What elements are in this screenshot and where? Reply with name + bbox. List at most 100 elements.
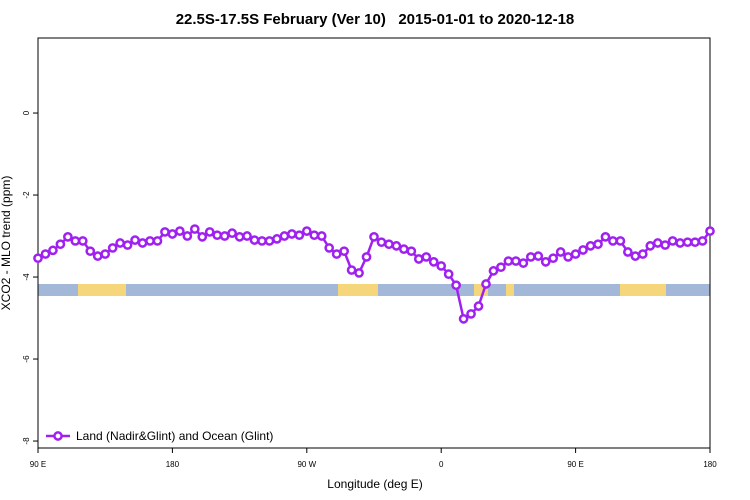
data-point (33, 253, 43, 264)
data-point (578, 245, 588, 255)
data-point (682, 237, 693, 248)
land-band (78, 284, 126, 296)
data-point (130, 235, 140, 245)
data-point (152, 236, 163, 246)
data-point (488, 266, 499, 276)
data-point (316, 231, 327, 241)
x-tick-label: 90 E (30, 460, 46, 469)
data-point (122, 240, 133, 250)
data-point (287, 229, 297, 239)
chart-title: 22.5S-17.5S February (Ver 10) 2015-01-01… (176, 11, 575, 28)
data-point (92, 251, 103, 261)
data-point (593, 239, 603, 250)
data-point (563, 252, 573, 262)
data-point (175, 226, 185, 236)
data-point (637, 249, 648, 259)
data-point (458, 314, 469, 324)
data-point (690, 237, 700, 248)
land-band (620, 284, 666, 296)
data-point (85, 246, 96, 257)
data-point (503, 256, 514, 266)
data-point (227, 228, 237, 239)
data-point (652, 238, 663, 248)
data-point (354, 268, 364, 278)
data-point (294, 230, 305, 241)
data-point (615, 236, 626, 246)
data-point (473, 301, 484, 311)
data-point (331, 249, 342, 259)
data-point (413, 254, 424, 264)
data-point (608, 236, 618, 246)
data-point (555, 247, 566, 257)
data-point (421, 252, 432, 262)
data-point (361, 252, 372, 262)
data-point (212, 230, 223, 241)
data-point (55, 239, 66, 250)
data-point (667, 236, 678, 246)
data-point (496, 262, 506, 273)
data-point (391, 241, 402, 251)
data-point (63, 232, 73, 242)
data-point (645, 241, 656, 251)
data-point (346, 265, 357, 275)
data-point (301, 226, 312, 236)
plot-frame (37, 37, 711, 449)
data-point (197, 232, 208, 242)
data-point (540, 257, 551, 267)
data-point (585, 241, 596, 251)
data-point (309, 230, 320, 241)
data-point (443, 269, 454, 280)
land-band (338, 284, 378, 296)
data-point (339, 246, 349, 257)
data-point (100, 249, 111, 259)
data-point (70, 236, 81, 246)
y-tick-label: 0 (22, 110, 31, 115)
y-tick-label: -2 (22, 191, 31, 199)
data-point (272, 234, 282, 244)
x-axis-label: Longitude (deg E) (327, 477, 422, 491)
data-point (406, 246, 417, 257)
data-point (518, 258, 529, 268)
data-point (384, 239, 394, 250)
data-point (219, 231, 230, 241)
data-point (525, 252, 536, 262)
data-point (376, 237, 387, 248)
y-tick-label: -4 (22, 273, 31, 281)
data-point (600, 232, 611, 242)
data-point (324, 243, 335, 253)
data-point (533, 251, 544, 261)
data-point (630, 251, 641, 261)
data-point (40, 249, 51, 259)
data-point (369, 232, 379, 242)
x-tick-label: 90 E (567, 460, 583, 469)
data-point (675, 238, 685, 248)
data-point (705, 226, 715, 236)
data-point (145, 236, 155, 246)
x-tick-label: 0 (439, 460, 444, 469)
y-tick-label: -8 (22, 437, 31, 445)
y-tick-label: -6 (22, 355, 31, 363)
data-point (264, 236, 275, 246)
data-point (466, 309, 476, 319)
data-point (548, 253, 559, 264)
data-point (115, 238, 125, 248)
data-point (428, 257, 439, 267)
x-tick-label: 90 W (297, 460, 316, 469)
data-point (697, 236, 708, 246)
data-point (623, 247, 633, 257)
data-point (167, 229, 178, 239)
data-point (107, 243, 118, 253)
data-point (279, 231, 290, 241)
legend-marker (53, 431, 63, 441)
data-point (249, 235, 260, 245)
data-point (570, 249, 581, 259)
x-tick-label: 180 (703, 460, 717, 469)
data-point (481, 279, 491, 289)
land-ocean-band (38, 284, 710, 296)
data-point (242, 231, 252, 241)
data-point (451, 280, 461, 291)
x-tick-label: 180 (166, 460, 180, 469)
data-point (48, 245, 58, 256)
data-point (189, 224, 200, 234)
